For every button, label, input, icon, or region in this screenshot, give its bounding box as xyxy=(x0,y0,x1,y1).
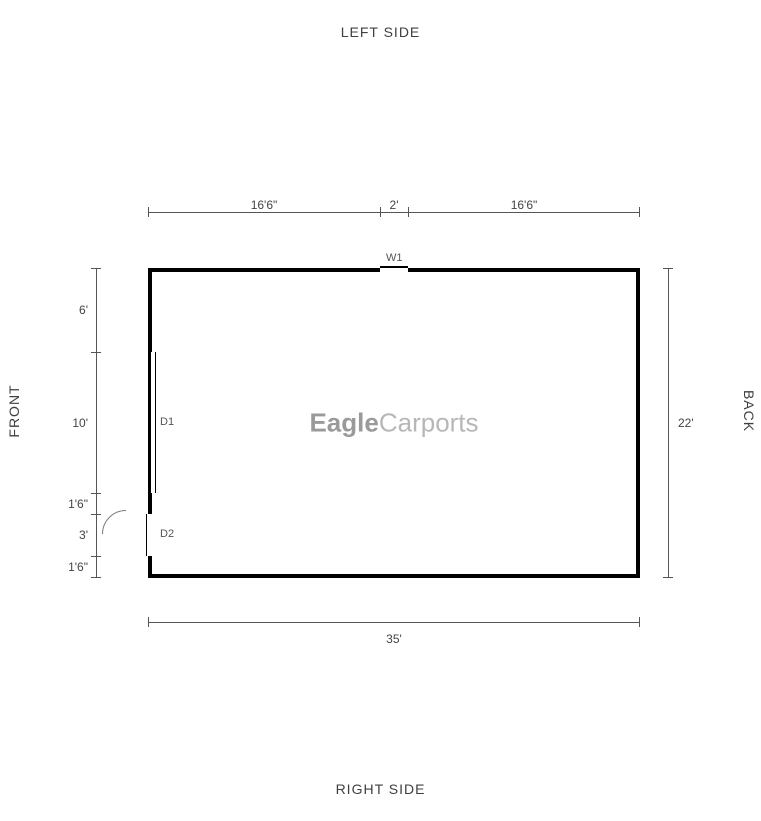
dim-top-2: 16'6" xyxy=(509,198,540,212)
dim-left-2: 1'6" xyxy=(66,497,90,511)
dim-bottom-tick-1 xyxy=(639,617,640,627)
side-label-bottom: RIGHT SIDE xyxy=(336,781,426,797)
opening-w1 xyxy=(380,266,408,274)
floor-plan: EagleCarports xyxy=(148,268,640,578)
dim-top-0: 16'6" xyxy=(249,198,280,212)
dim-left-tick-3 xyxy=(91,514,101,515)
dim-top-tick-1 xyxy=(380,207,381,217)
dim-left-3: 3' xyxy=(77,528,90,542)
dim-left-tick-1 xyxy=(91,352,101,353)
dim-top-1: 2' xyxy=(388,198,401,212)
label-w1: W1 xyxy=(386,252,403,264)
label-d1: D1 xyxy=(160,416,174,428)
side-label-front: FRONT xyxy=(6,384,22,437)
dim-left-1: 10' xyxy=(70,416,90,430)
opening-d1 xyxy=(150,352,156,493)
watermark-bold: Eagle xyxy=(309,408,378,438)
label-d2: D2 xyxy=(160,528,174,540)
dim-right-tick-1 xyxy=(663,577,673,578)
side-label-top: LEFT SIDE xyxy=(341,24,421,40)
opening-d2 xyxy=(146,514,153,556)
dim-bottom-tick-0 xyxy=(148,617,149,627)
dim-left-tick-2 xyxy=(91,493,101,494)
dim-left-0: 6' xyxy=(77,303,90,317)
dim-left-tick-0 xyxy=(91,268,101,269)
dim-top-tick-3 xyxy=(639,207,640,217)
dim-left-line xyxy=(96,268,97,578)
dim-left-tick-4 xyxy=(91,556,101,557)
watermark: EagleCarports xyxy=(309,408,478,439)
dim-bottom-line xyxy=(148,622,640,623)
dim-top-tick-0 xyxy=(148,207,149,217)
dim-right-tick-0 xyxy=(663,268,673,269)
dim-left-tick-5 xyxy=(91,577,101,578)
dim-top-line xyxy=(148,212,640,213)
dim-bottom-0: 35' xyxy=(384,632,404,646)
watermark-light: Carports xyxy=(379,408,479,438)
dim-right-line xyxy=(668,268,669,578)
dim-right-0: 22' xyxy=(676,416,696,430)
side-label-back: BACK xyxy=(741,389,757,431)
door-d2-swing xyxy=(102,510,150,558)
dim-left-4: 1'6" xyxy=(66,560,90,574)
dim-top-tick-2 xyxy=(408,207,409,217)
